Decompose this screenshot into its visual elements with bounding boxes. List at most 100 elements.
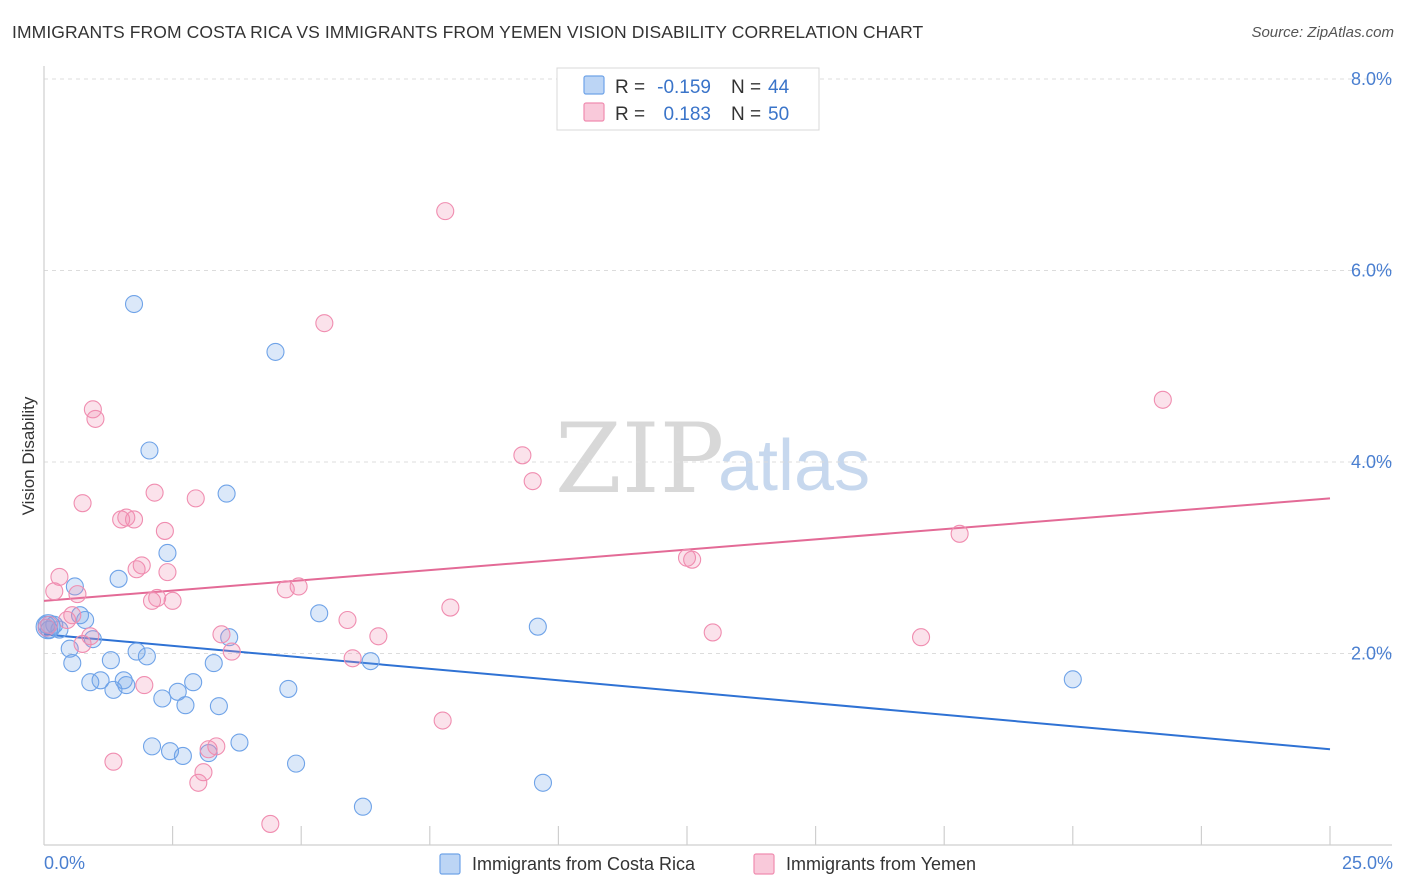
point-yemen xyxy=(68,585,87,604)
legend-n-value-1: 44 xyxy=(768,77,790,98)
point-costa-rica xyxy=(230,733,249,752)
point-costa-rica xyxy=(142,737,162,756)
point-yemen xyxy=(158,563,177,582)
point-costa-rica xyxy=(209,697,228,716)
point-costa-rica xyxy=(353,797,372,816)
point-yemen xyxy=(104,752,123,771)
point-costa-rica xyxy=(83,630,102,649)
point-yemen xyxy=(683,550,702,569)
legend-n-label-2: N = xyxy=(731,104,761,125)
point-yemen xyxy=(148,588,167,608)
point-cluster xyxy=(35,614,61,640)
point-yemen xyxy=(145,483,164,502)
point-yemen xyxy=(81,627,100,646)
trend-lines xyxy=(43,497,1331,751)
legend-r-value-1: -0.159 xyxy=(657,77,711,98)
point-costa-rica xyxy=(204,654,223,673)
point-costa-rica xyxy=(137,647,156,666)
point-yemen xyxy=(186,489,205,508)
point-costa-rica xyxy=(40,620,59,639)
point-costa-rica xyxy=(217,484,236,503)
point-yemen xyxy=(523,472,542,491)
point-yemen xyxy=(912,628,931,647)
point-yemen xyxy=(343,649,362,668)
y-tick-labels: 2.0% 4.0% 6.0% 8.0% xyxy=(1351,69,1392,664)
legend-swatch-yemen xyxy=(583,102,605,122)
point-costa-rica xyxy=(153,689,172,708)
point-yemen xyxy=(86,409,105,428)
point-yemen xyxy=(212,625,231,644)
point-costa-rica xyxy=(140,441,159,460)
bottom-legend-label-yemen: Immigrants from Yemen xyxy=(786,854,976,874)
bottom-legend-swatch-costa-rica xyxy=(439,853,461,875)
axes xyxy=(43,66,1392,846)
point-yemen xyxy=(222,642,241,661)
data-points xyxy=(35,202,1172,833)
point-yemen xyxy=(189,773,208,792)
legend-n-label-1: N = xyxy=(731,77,761,98)
point-yemen xyxy=(703,623,722,642)
point-yemen xyxy=(37,618,56,637)
point-costa-rica xyxy=(533,773,553,792)
point-costa-rica xyxy=(158,543,177,563)
point-costa-rica xyxy=(176,696,195,715)
point-yemen xyxy=(1153,390,1172,409)
y-tick-label: 6.0% xyxy=(1351,261,1392,281)
point-costa-rica xyxy=(91,671,110,690)
legend-r-label-2: R = xyxy=(615,104,645,125)
trend-line-costa-rica xyxy=(43,633,1331,751)
watermark-zip: ZIP xyxy=(555,403,724,515)
point-yemen xyxy=(155,521,174,540)
point-costa-rica xyxy=(127,642,146,661)
point-costa-rica xyxy=(266,342,285,361)
point-yemen xyxy=(338,610,357,630)
point-costa-rica xyxy=(184,673,203,692)
point-costa-rica xyxy=(101,651,120,670)
bottom-legend: Immigrants from Costa Rica Immigrants fr… xyxy=(439,853,976,875)
point-yemen xyxy=(163,591,182,610)
y-tick-label: 4.0% xyxy=(1351,452,1392,472)
legend-r-label-1: R = xyxy=(615,77,645,98)
point-yemen xyxy=(132,556,151,575)
point-costa-rica xyxy=(310,604,329,623)
point-yemen xyxy=(261,814,280,833)
legend-r-value-2: 0.183 xyxy=(663,104,711,125)
watermark-atlas: atlas xyxy=(718,426,870,506)
point-yemen xyxy=(433,711,452,730)
point-costa-rica xyxy=(528,617,547,636)
point-costa-rica xyxy=(109,569,128,588)
point-yemen xyxy=(124,510,144,529)
point-costa-rica xyxy=(173,746,192,766)
grid-lines xyxy=(44,78,1392,654)
point-costa-rica xyxy=(199,744,218,763)
x-tick-labels: 0.0% 25.0% xyxy=(44,853,1393,873)
y-tick-label: 8.0% xyxy=(1351,69,1392,89)
legend-n-value-2: 50 xyxy=(768,104,789,125)
legend: R = -0.159 N = 44 R = 0.183 N = 50 xyxy=(556,67,820,131)
point-yemen xyxy=(194,763,213,782)
point-yemen xyxy=(45,582,64,601)
point-yemen xyxy=(369,627,388,646)
point-costa-rica xyxy=(114,671,133,690)
legend-swatch-costa-rica xyxy=(583,75,605,95)
point-costa-rica xyxy=(1063,670,1082,689)
y-tick-label: 2.0% xyxy=(1351,644,1392,664)
point-costa-rica xyxy=(63,654,82,673)
point-costa-rica xyxy=(361,652,380,671)
point-yemen xyxy=(40,615,59,634)
point-yemen xyxy=(142,591,162,610)
bottom-legend-swatch-yemen xyxy=(753,853,775,875)
point-yemen xyxy=(513,446,532,465)
point-yemen xyxy=(207,737,226,756)
point-yemen xyxy=(441,598,460,617)
point-yemen xyxy=(135,676,154,695)
point-yemen xyxy=(63,606,82,625)
point-yemen xyxy=(50,567,69,586)
point-costa-rica xyxy=(168,682,187,701)
point-yemen xyxy=(315,314,334,333)
point-yemen xyxy=(950,524,969,543)
point-costa-rica xyxy=(124,294,144,314)
x-tick-label-max: 25.0% xyxy=(1342,853,1393,873)
point-costa-rica xyxy=(287,754,306,773)
